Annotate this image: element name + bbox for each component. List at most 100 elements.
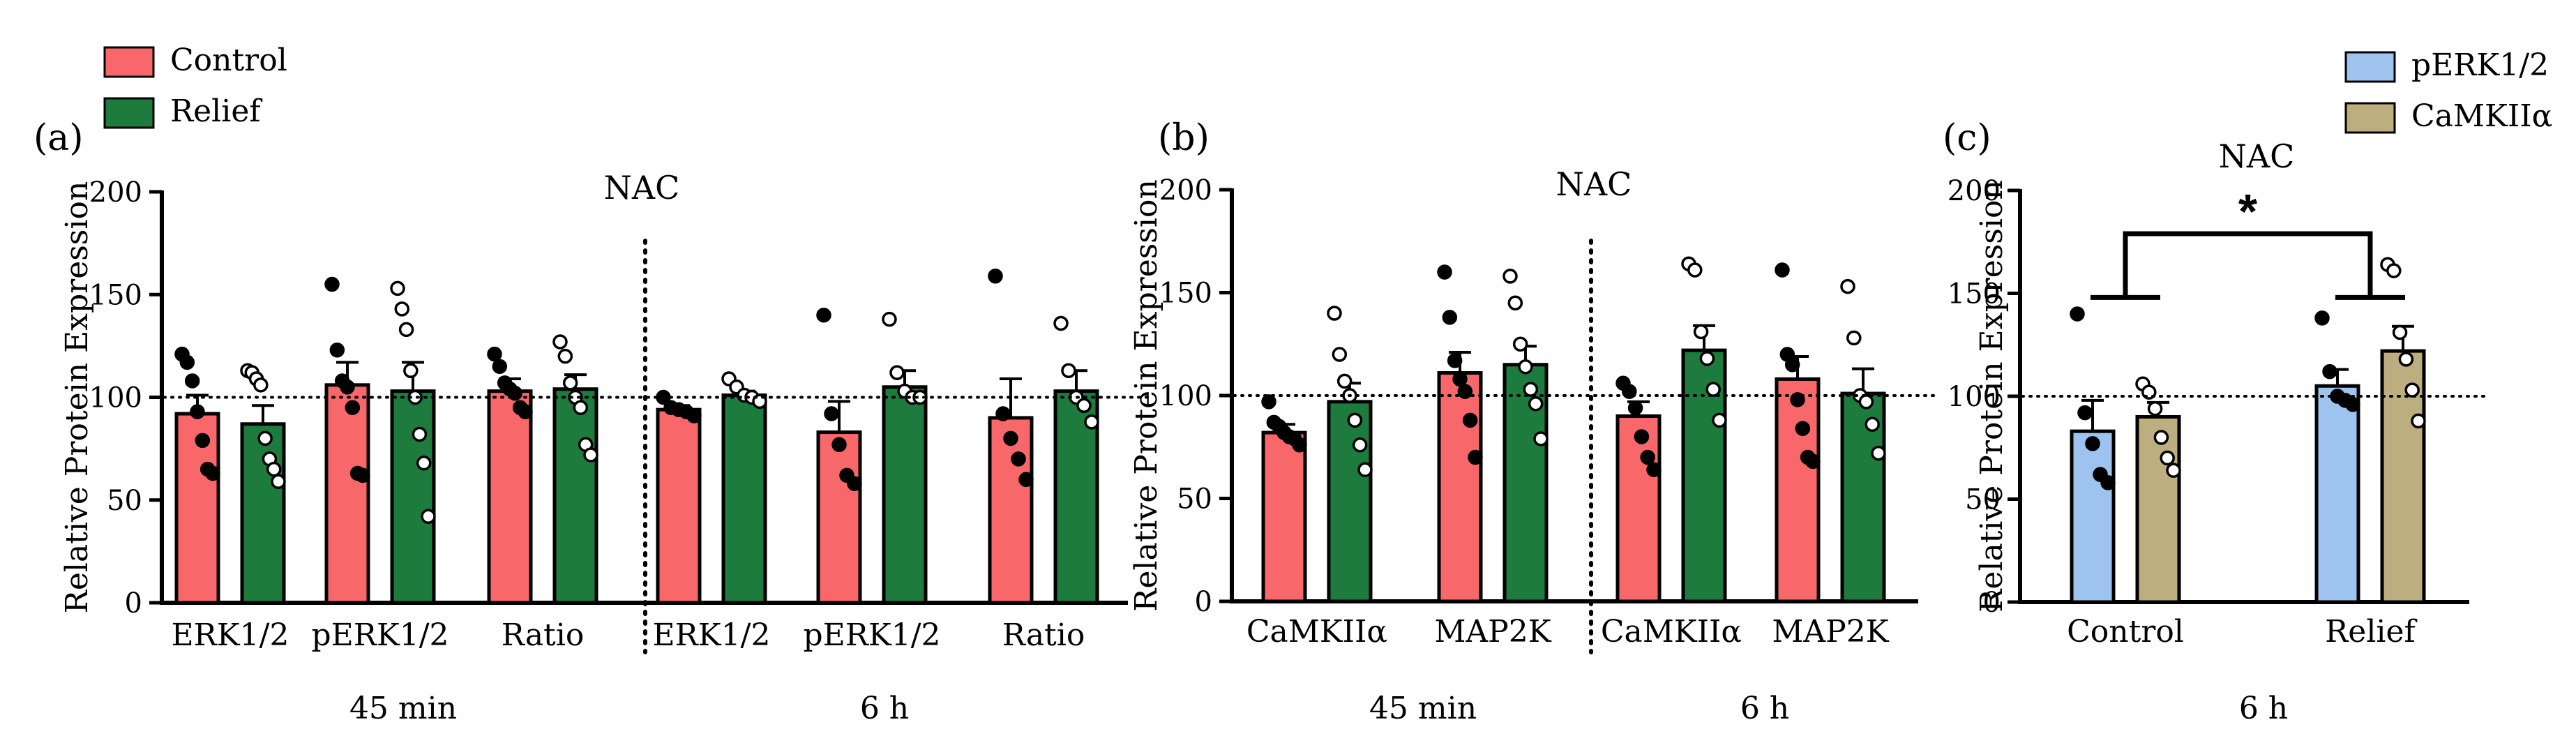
data-point xyxy=(1261,394,1276,410)
data-point xyxy=(271,474,286,489)
x-tick-label: pERK1/2 xyxy=(311,617,449,653)
data-point xyxy=(1846,330,1862,346)
x-tick-label: MAP2K xyxy=(1434,614,1551,649)
data-point xyxy=(562,375,578,391)
data-point xyxy=(1018,472,1034,488)
data-point xyxy=(1452,371,1468,387)
group-label: 45 min xyxy=(1369,691,1477,726)
data-point xyxy=(492,359,508,375)
bar xyxy=(2070,429,2116,604)
y-axis-label: Relative Protein Expression xyxy=(1974,180,2010,613)
data-point xyxy=(1627,400,1643,416)
legend-right: pERK1/2 CaMKIIα xyxy=(2344,47,2552,134)
data-point xyxy=(988,268,1003,284)
data-point xyxy=(2147,400,2163,416)
bar xyxy=(1775,377,1821,603)
bar xyxy=(2314,384,2360,604)
data-point xyxy=(1840,278,1855,294)
data-point xyxy=(557,348,573,364)
data-point xyxy=(1693,324,1709,340)
data-point xyxy=(1712,412,1727,428)
bar xyxy=(240,422,286,605)
data-point xyxy=(1507,295,1523,310)
y-tick-label: 150 xyxy=(1948,278,2001,310)
data-point xyxy=(2398,352,2414,367)
data-point xyxy=(2322,363,2337,380)
data-point xyxy=(2386,263,2402,278)
legend-swatch xyxy=(2344,51,2396,83)
data-point xyxy=(1292,437,1307,453)
panel-label: (b) xyxy=(1158,117,1210,159)
data-point xyxy=(390,280,405,296)
data-point xyxy=(2077,405,2093,421)
data-point xyxy=(552,334,568,350)
data-point xyxy=(1533,431,1549,446)
data-point xyxy=(355,467,370,483)
data-point xyxy=(1784,357,1800,373)
data-point xyxy=(1468,449,1483,465)
y-tick-label: 0 xyxy=(1195,586,1212,618)
data-point xyxy=(1336,373,1353,389)
data-point xyxy=(398,322,414,338)
data-point xyxy=(1699,351,1715,366)
data-point xyxy=(184,373,200,389)
data-point xyxy=(1865,416,1880,433)
data-point xyxy=(324,276,340,292)
data-point xyxy=(1076,398,1092,414)
x-tick-label: CaMKIIα xyxy=(1601,614,1742,649)
panel-label: (c) xyxy=(1943,117,1991,159)
data-point xyxy=(329,343,345,358)
data-point xyxy=(487,346,502,362)
data-point xyxy=(1523,382,1539,397)
significance-bracket xyxy=(2123,231,2373,298)
x-tick-label: Control xyxy=(2067,614,2184,649)
y-tick-label: 150 xyxy=(89,279,142,311)
y-tick-label: 150 xyxy=(1159,278,1212,310)
legend-label: CaMKIIα xyxy=(2411,98,2552,134)
x-tick-label: MAP2K xyxy=(1772,614,1889,649)
data-point xyxy=(1352,437,1368,453)
data-point xyxy=(831,437,847,452)
data-point xyxy=(2392,324,2408,340)
data-point xyxy=(2404,382,2420,398)
data-point xyxy=(2153,430,2169,445)
group-label: 6 h xyxy=(1740,691,1789,726)
data-point xyxy=(2345,397,2360,412)
data-point xyxy=(257,430,273,446)
data-point xyxy=(1687,262,1703,278)
data-point xyxy=(847,476,862,491)
group-label: 6 h xyxy=(860,691,909,726)
data-point xyxy=(2100,475,2116,490)
data-point xyxy=(573,400,589,415)
significance-marker: * xyxy=(2238,184,2258,239)
data-point xyxy=(518,404,533,419)
panel-label: (a) xyxy=(33,117,84,159)
panel-b-chart: (b) NAC Relative Protein Expression 0 50 100 1… xyxy=(1129,117,1941,726)
data-point xyxy=(1457,384,1473,399)
data-point xyxy=(1061,363,1076,378)
data-point xyxy=(1447,353,1463,368)
data-point xyxy=(1518,359,1533,375)
data-point xyxy=(1084,414,1099,430)
bar xyxy=(1261,430,1307,603)
legend-swatch xyxy=(103,97,155,129)
data-point xyxy=(2314,310,2330,326)
data-point xyxy=(2160,450,2175,466)
legend-swatch xyxy=(103,46,155,78)
chart-title: NAC xyxy=(2219,137,2295,175)
y-tick-label: 0 xyxy=(125,587,142,619)
data-point xyxy=(190,404,205,419)
y-tick-label: 50 xyxy=(1965,484,2001,516)
data-point xyxy=(340,380,355,395)
chart-title: NAC xyxy=(1556,165,1632,203)
data-point xyxy=(179,354,195,370)
legend-left: Control Relief xyxy=(103,43,287,129)
data-point xyxy=(583,447,598,463)
x-tick-label: ERK1/2 xyxy=(653,617,771,653)
legend-label: Control xyxy=(170,43,287,78)
data-point xyxy=(1795,421,1811,436)
data-point xyxy=(394,301,410,317)
x-tick-label: Ratio xyxy=(502,617,585,653)
y-tick-label: 200 xyxy=(89,177,142,209)
